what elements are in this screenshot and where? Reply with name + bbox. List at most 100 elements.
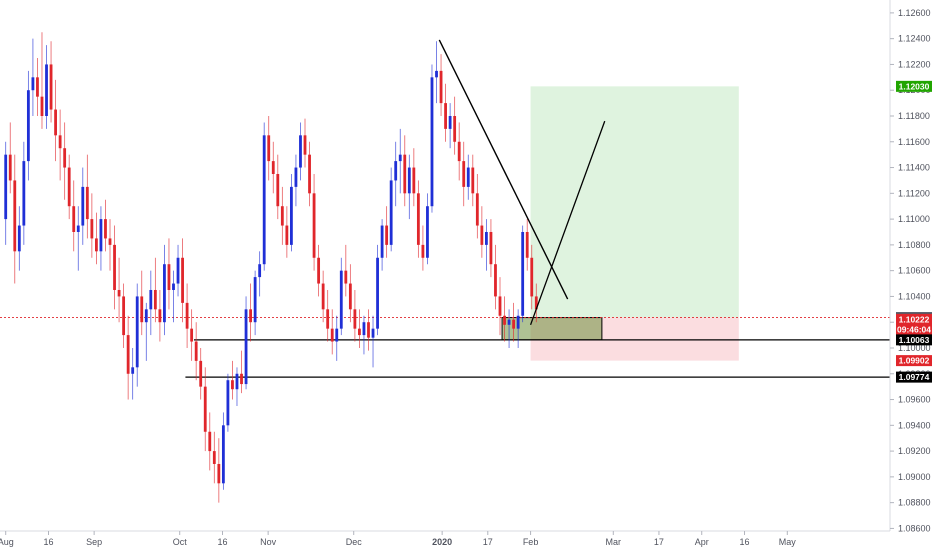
- candle-body: [430, 77, 434, 207]
- candle: [203, 367, 207, 452]
- candle: [303, 118, 307, 168]
- candle: [4, 141, 8, 245]
- candle-body: [285, 225, 289, 245]
- candle: [525, 219, 529, 271]
- candle: [494, 244, 497, 310]
- candle-body: [226, 380, 230, 426]
- y-tick-label: 1.10800: [898, 240, 931, 250]
- candle-body: [489, 231, 493, 265]
- candle-body: [76, 225, 80, 232]
- candle-body: [516, 315, 520, 329]
- candle: [99, 206, 103, 271]
- candle: [371, 315, 375, 368]
- candle: [380, 219, 384, 271]
- candle: [40, 32, 44, 129]
- candle: [108, 219, 112, 271]
- candle: [534, 283, 538, 323]
- candle: [249, 283, 252, 342]
- candle-body: [135, 296, 139, 368]
- price-label-bg: [896, 371, 932, 383]
- candle-body: [376, 257, 379, 329]
- candle: [221, 412, 225, 490]
- candle-body: [244, 309, 248, 385]
- candle: [176, 244, 180, 297]
- candle: [231, 360, 234, 400]
- candle-body: [26, 90, 30, 162]
- candle-body: [308, 154, 311, 194]
- candle-body: [484, 231, 488, 245]
- candle: [172, 270, 175, 323]
- y-tick-label: 1.12400: [898, 34, 931, 44]
- candle: [507, 309, 511, 348]
- price-label-bg: [896, 323, 932, 335]
- candle-body: [335, 328, 339, 342]
- y-tick-label: 1.12600: [898, 8, 931, 18]
- price-label-text: 1.09902: [899, 356, 930, 366]
- candle-body: [494, 264, 497, 297]
- candle-body: [85, 186, 89, 220]
- candle-body: [199, 360, 203, 387]
- candle: [22, 141, 26, 245]
- candle: [8, 122, 12, 194]
- candle: [31, 38, 35, 116]
- candle: [412, 148, 416, 207]
- candle: [163, 244, 166, 336]
- candle-body: [317, 257, 321, 284]
- price-label: 1.10222: [896, 313, 932, 325]
- candle: [135, 283, 139, 387]
- candle-body: [185, 302, 189, 329]
- target-zone[interactable]: [530, 86, 739, 318]
- candle-body: [462, 161, 466, 187]
- drawings: [438, 39, 606, 326]
- y-tick-label: 1.09600: [898, 395, 931, 405]
- candle-body: [8, 154, 12, 181]
- candle: [258, 251, 262, 297]
- candle: [26, 70, 30, 181]
- x-tick-label: Aug: [0, 537, 14, 547]
- candle-body: [289, 186, 293, 245]
- candle: [94, 212, 98, 265]
- x-tick-label: Feb: [523, 537, 539, 547]
- candle: [235, 367, 239, 406]
- candle-body: [444, 103, 447, 129]
- candle-body: [249, 309, 252, 323]
- candle-body: [90, 219, 94, 239]
- candle: [267, 115, 271, 181]
- trendline[interactable]: [438, 39, 569, 300]
- candle-body: [258, 264, 262, 278]
- candle: [289, 173, 293, 252]
- level-lines: [0, 317, 890, 378]
- plot-area[interactable]: [0, 0, 890, 531]
- candle-body: [448, 115, 452, 129]
- candle: [475, 173, 479, 239]
- candle-body: [530, 257, 534, 297]
- candle: [167, 238, 171, 310]
- x-tick-label: Apr: [695, 537, 709, 547]
- candle: [253, 270, 257, 336]
- y-tick-label: 1.12200: [898, 59, 931, 69]
- candle-body: [503, 315, 506, 325]
- candle-body: [203, 386, 207, 432]
- candle: [271, 141, 275, 194]
- candle-body: [190, 328, 194, 342]
- candle-body: [221, 425, 225, 484]
- candle: [484, 219, 488, 271]
- price-label-text: 1.10063: [899, 335, 930, 345]
- y-tick-label: 1.11800: [898, 111, 930, 121]
- projection-path[interactable]: [529, 120, 606, 326]
- candle: [512, 302, 516, 342]
- candle-body: [181, 257, 184, 303]
- candle: [36, 57, 39, 116]
- y-tick-label: 1.10400: [898, 291, 931, 301]
- candle-body: [45, 64, 48, 116]
- candle-body: [131, 367, 135, 374]
- candle-body: [158, 309, 162, 323]
- candle: [294, 154, 298, 207]
- candle-body: [321, 283, 325, 310]
- candle-body: [421, 244, 425, 258]
- y-tick-label: 1.08800: [898, 498, 931, 508]
- candle: [85, 154, 89, 239]
- candle: [530, 244, 534, 310]
- candle-body: [4, 154, 8, 220]
